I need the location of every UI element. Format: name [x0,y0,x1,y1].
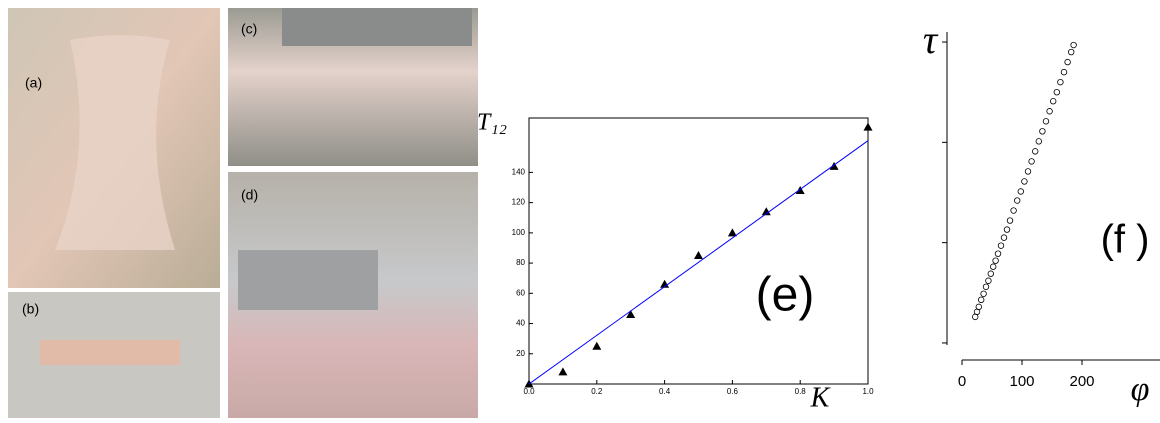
y-axis-label: τ [923,17,939,62]
panel-label: (b) [22,301,39,317]
panel-label: (a) [25,75,42,91]
point [988,271,994,277]
panel-label: (f ) [1101,218,1150,262]
point [1004,227,1010,233]
y-tick-label: 60 [516,288,525,297]
x-tick-label: 200 [1069,373,1094,390]
plate [282,8,472,46]
point [1047,108,1053,114]
point [864,123,873,131]
x-tick-label: 100 [1009,373,1034,390]
x-tick-label: 0.6 [727,387,739,396]
point [1014,198,1020,204]
point [1025,169,1031,175]
indenter [238,250,378,310]
point [1029,159,1035,165]
panel-label: (c) [241,21,257,37]
point [983,284,989,290]
point [990,264,996,270]
point [1071,42,1077,48]
point [976,304,982,310]
tissue [40,340,180,365]
point [1065,59,1071,65]
y-tick-label: 100 [512,228,526,237]
panel-label: (d) [241,187,258,203]
fit-line [529,141,868,384]
x-tick-label: 0 [958,373,966,390]
panel-label: (e) [756,269,815,322]
point [1054,89,1060,95]
point [981,291,987,297]
point [1022,179,1028,185]
point [1050,98,1056,104]
point [995,251,1001,257]
y-tick-label: 20 [516,349,525,358]
figure: (a) (b) (c) (d) 0.0 0.2 0.4 0.6 0.8 1.0 20 40 60… [0,0,1160,418]
y-tick-label: 120 [512,198,526,207]
point [1018,189,1024,195]
point [1061,69,1067,75]
point [986,278,992,284]
point [1011,208,1017,214]
point [1007,218,1013,224]
point [1040,129,1046,135]
y-tick-label: 80 [516,258,525,267]
y-tick-label: 140 [512,168,526,177]
x-axis-label: φ [1131,371,1150,408]
point [978,297,984,303]
x-tick-label: 0.0 [523,387,535,396]
x-tick-label: 1.0 [862,387,874,396]
y-tick-label: 40 [516,319,525,328]
x-tick-label: 0.8 [795,387,807,396]
y-axis-label: T₁₂ [477,110,507,136]
x-tick-label: 0.4 [659,387,671,396]
point [1001,235,1007,241]
point [1068,49,1074,55]
page: (a) (b) (c) (d) 0.0 0.2 0.4 0.6 0.8 1.0 20 40 60… [0,0,1160,418]
point [1036,139,1042,145]
point [558,367,567,375]
plot-frame [529,118,868,384]
point [1032,149,1038,155]
point [993,258,999,264]
point [694,251,703,259]
point [1043,118,1049,124]
x-axis-label: K [810,382,831,413]
point [998,243,1004,249]
point [1058,79,1064,85]
x-tick-label: 0.2 [591,387,603,396]
point [592,342,601,350]
